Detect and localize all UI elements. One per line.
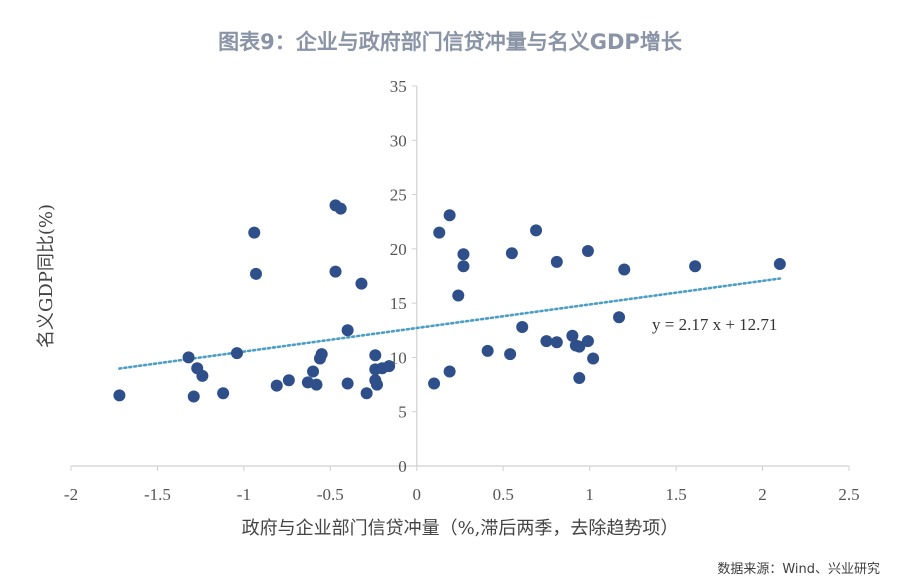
x-tick-label: -1 <box>237 485 251 504</box>
data-point <box>773 258 786 271</box>
data-point <box>443 365 456 378</box>
data-point <box>516 321 529 334</box>
data-point <box>217 387 230 400</box>
data-point <box>282 374 295 387</box>
x-axis-title: 政府与企业部门信贷冲量（%,滞后两季，去除趋势项） <box>242 518 679 539</box>
source-note: 数据来源：Wind、兴业研究 <box>717 562 880 577</box>
x-tick-label: -0.5 <box>317 485 344 504</box>
data-point <box>248 226 261 239</box>
data-point <box>443 209 456 222</box>
data-point <box>341 377 354 390</box>
x-tick-label: 1 <box>585 485 594 504</box>
x-tick-label: 1.5 <box>665 485 686 504</box>
data-point <box>113 389 126 402</box>
data-point <box>566 329 579 342</box>
x-tick-label: 2.5 <box>838 485 859 504</box>
data-point <box>457 260 470 273</box>
y-tick-label: 30 <box>390 131 407 150</box>
data-point <box>618 263 631 276</box>
data-point <box>355 277 368 290</box>
data-point <box>196 369 209 382</box>
data-point <box>329 265 342 278</box>
axes <box>70 85 850 471</box>
data-point <box>249 267 262 280</box>
axis-titles: 政府与企业部门信贷冲量（%,滞后两季，去除趋势项） 名义GDP同比(%) <box>36 204 678 539</box>
y-tick-label: 0 <box>398 457 407 476</box>
data-point <box>452 289 465 302</box>
data-point <box>360 387 373 400</box>
data-point <box>504 348 517 361</box>
trendline <box>118 277 782 370</box>
x-tick-label: -1.5 <box>144 485 171 504</box>
x-tick-label: 0.5 <box>493 485 514 504</box>
data-point <box>613 311 626 324</box>
data-point <box>315 348 328 361</box>
data-point <box>550 336 563 349</box>
data-point <box>182 351 195 364</box>
data-point <box>581 245 594 258</box>
data-point <box>573 372 586 385</box>
data-point <box>310 378 323 391</box>
data-point <box>581 335 594 348</box>
data-point <box>433 226 446 239</box>
x-tick-label: 0 <box>413 485 422 504</box>
data-point <box>383 360 396 373</box>
data-point <box>587 352 600 365</box>
data-point <box>457 248 470 261</box>
data-point <box>270 379 283 392</box>
data-point <box>369 349 382 362</box>
y-tick-label: 25 <box>390 186 407 205</box>
data-point <box>428 377 441 390</box>
data-point <box>505 247 518 260</box>
data-point <box>187 390 200 403</box>
data-point <box>530 224 543 237</box>
data-point <box>307 365 320 378</box>
y-tick-label: 35 <box>390 77 407 96</box>
chart-title: 图表9：企业与政府部门信贷冲量与名义GDP增长 <box>218 30 682 54</box>
data-point <box>341 324 354 337</box>
y-tick-label: 15 <box>390 294 407 313</box>
y-axis-title: 名义GDP同比(%) <box>36 204 57 348</box>
data-point <box>540 335 553 348</box>
y-tick-label: 20 <box>390 240 407 259</box>
data-point <box>689 260 702 273</box>
data-point <box>550 255 563 268</box>
trendline-group: y = 2.17 x + 12.71 <box>118 277 782 370</box>
x-tick-label: -2 <box>64 485 78 504</box>
y-tick-label: 5 <box>398 403 407 422</box>
x-tick-label: 2 <box>758 485 767 504</box>
data-points <box>113 199 786 403</box>
data-point <box>334 202 347 215</box>
data-point <box>371 378 384 391</box>
trendline-equation: y = 2.17 x + 12.71 <box>652 315 777 334</box>
data-point <box>230 347 243 360</box>
data-point <box>481 344 494 357</box>
data-point <box>573 340 586 353</box>
